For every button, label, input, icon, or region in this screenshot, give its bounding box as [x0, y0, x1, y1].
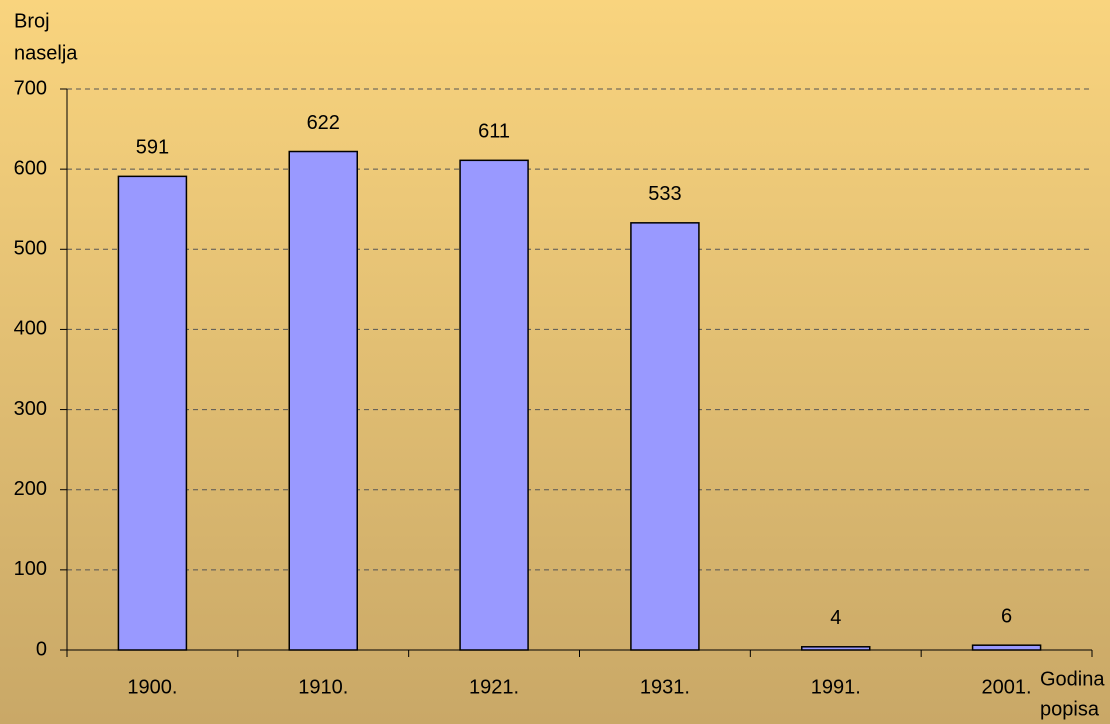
y-tick-label: 600 — [14, 157, 47, 179]
y-axis-label: Broj — [14, 10, 50, 32]
bar — [971, 644, 1042, 651]
x-tick-label: 1991. — [811, 676, 861, 698]
bar — [801, 646, 871, 651]
x-axis-label: popisa — [1040, 698, 1100, 720]
data-label: 622 — [307, 112, 340, 134]
y-tick-label: 500 — [14, 238, 47, 260]
data-label: 533 — [648, 183, 681, 205]
x-tick-label: 1931. — [640, 676, 690, 698]
data-label: 591 — [136, 137, 169, 159]
x-tick-label: 1910. — [298, 676, 348, 698]
bar — [288, 150, 358, 651]
bar — [117, 175, 188, 651]
y-axis-label: naselja — [14, 42, 78, 64]
x-tick-label: 1900. — [127, 676, 177, 698]
y-tick-label: 100 — [14, 558, 47, 580]
y-tick-label: 700 — [14, 77, 47, 99]
x-axis-label: Godina — [1040, 668, 1105, 690]
y-tick-label: 300 — [14, 398, 47, 420]
data-label: 6 — [1001, 605, 1012, 627]
data-label: 4 — [830, 607, 841, 629]
data-label: 611 — [478, 121, 510, 143]
y-tick-label: 0 — [36, 638, 47, 660]
y-tick-label: 400 — [14, 318, 47, 340]
bar — [630, 222, 700, 651]
x-tick-label: 1921. — [469, 676, 519, 698]
bar — [459, 159, 529, 651]
y-tick-label: 200 — [14, 478, 47, 500]
x-tick-label: 2001. — [982, 676, 1032, 698]
